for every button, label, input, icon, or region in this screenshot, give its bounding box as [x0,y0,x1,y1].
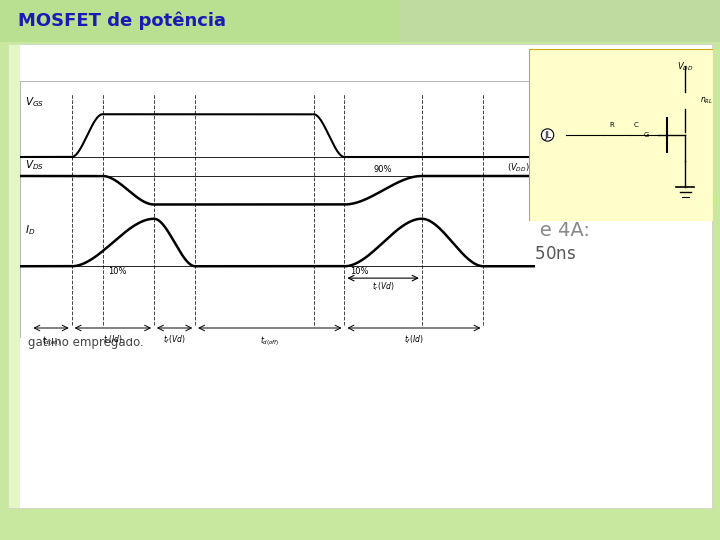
Text: 90%: 90% [374,165,392,174]
Text: Comutação do MOSFET com carga indutiva: Comutação do MOSFET com carga indutiva [169,195,410,205]
Text: $n_{RL}$: $n_{RL}$ [700,95,714,106]
Text: 10%: 10% [108,267,126,276]
Text: 10%: 10% [350,267,368,276]
Text: $t_{d(off)}$: $t_{d(off)}$ [260,334,279,348]
Text: ➤Os tempos fornecidos pelos fabricantes referem-se normalmente a: ➤Os tempos fornecidos pelos fabricantes … [28,282,434,295]
Text: C: C [634,122,638,128]
Bar [8,44,20,508]
Text: $t_{d(on)}$: $t_{d(on)}$ [42,334,60,348]
Text: gatilho empregado.: gatilho empregado. [28,336,144,349]
Text: cargas resistivas e a grandeza de referencia é sempre a tensão. Os: cargas resistivas e a grandeza de refere… [28,300,427,313]
Bar [0,0,720,42]
Bar [530,195,715,205]
Text: MOSFET de potência: MOSFET de potência [18,12,226,30]
Text: $t_f(Vd)$: $t_f(Vd)$ [163,334,186,347]
Text: $t_r(Id)$: $t_r(Id)$ [103,334,122,347]
Text: R: R [609,122,614,128]
Text: $t_{d(on)}$ = 30ns ; $t_{r(on)}$ = 50ns ; $t_{d(off)}$ = 10ns ; $t_f$ = 50ns: $t_{d(on)}$ = 30ns ; $t_{r(on)}$ = 50ns … [144,245,576,265]
Text: $t_r(Vd)$: $t_r(Vd)$ [372,281,395,293]
Text: $V_{GS}$: $V_{GS}$ [25,96,45,110]
Bar [8,44,712,508]
Text: G: G [643,132,649,138]
Text: Valores típicos para um MOSFET de 400V e 4A:: Valores típicos para um MOSFET de 400V e… [130,220,590,240]
Text: $I_D$: $I_D$ [25,224,35,237]
Text: $t_f(Id)$: $t_f(Id)$ [404,334,424,347]
Text: JL: JL [544,131,551,139]
Text: $V_{DS}$: $V_{DS}$ [25,159,45,172]
Bar [400,0,720,42]
Text: tempos de comutação dependem muito do circuito de comando de: tempos de comutação dependem muito do ci… [28,318,426,331]
Text: $V_{DD}$: $V_{DD}$ [677,60,693,73]
Text: $(V_{DD})$: $(V_{DD})$ [507,161,530,174]
